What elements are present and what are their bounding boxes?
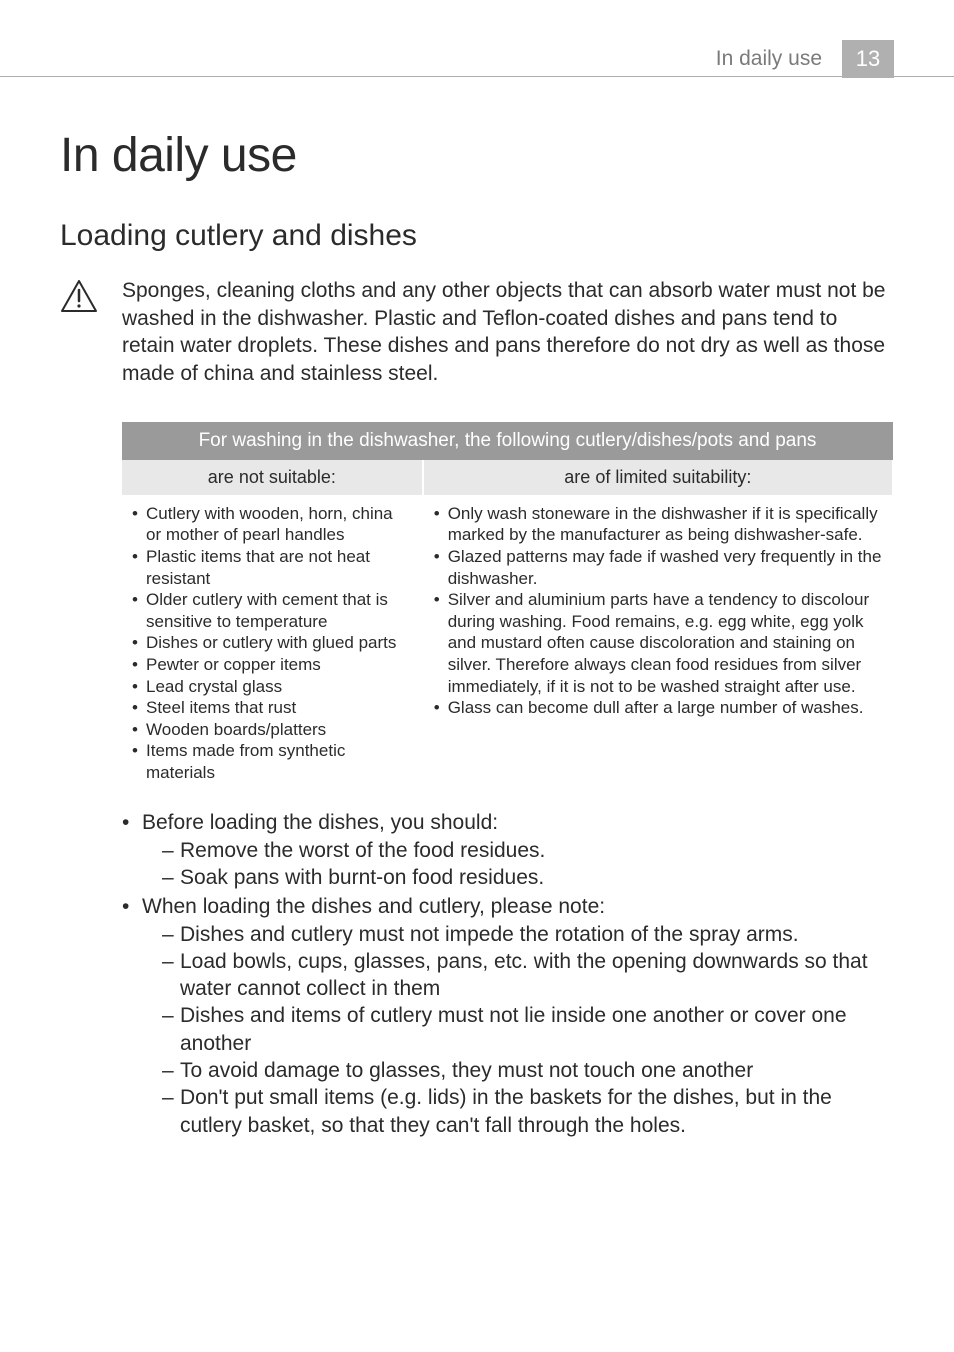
table-col-left-header: are not suitable: [122, 460, 423, 495]
list-item: Cutlery with wooden, horn, china or moth… [132, 503, 412, 546]
list-item: Soak pans with burnt-on food residues. [162, 864, 894, 891]
section-subtitle: Loading cutlery and dishes [60, 219, 894, 253]
list-item: To avoid damage to glasses, they must no… [162, 1057, 894, 1084]
suitability-table: For washing in the dishwasher, the follo… [122, 422, 894, 794]
list-item: Don't put small items (e.g. lids) in the… [162, 1084, 894, 1139]
list-item: Lead crystal glass [132, 676, 412, 698]
list-item: Silver and aluminium parts have a tenden… [434, 589, 882, 697]
list-item: Remove the worst of the food residues. [162, 837, 894, 864]
list-item: Steel items that rust [132, 697, 412, 719]
caution-block: Sponges, cleaning cloths and any other o… [60, 277, 894, 388]
list-item: Glass can become dull after a large numb… [434, 697, 882, 719]
list-item: Pewter or copper items [132, 654, 412, 676]
list-item: Before loading the dishes, you should: R… [122, 809, 894, 891]
table-group-header: For washing in the dishwasher, the follo… [122, 422, 893, 460]
list-item: Glazed patterns may fade if washed very … [434, 546, 882, 589]
table-row: Cutlery with wooden, horn, china or moth… [122, 495, 893, 794]
table-col-right-header: are of limited suitability: [423, 460, 893, 495]
list-item: When loading the dishes and cutlery, ple… [122, 893, 894, 1139]
page-title: In daily use [60, 128, 894, 183]
limited-suitability-list: Only wash stoneware in the dishwasher if… [434, 503, 882, 719]
content: In daily use Loading cutlery and dishes … [60, 28, 894, 1139]
list-item: Wooden boards/platters [132, 719, 412, 741]
list-item: Load bowls, cups, glasses, pans, etc. wi… [162, 948, 894, 1003]
warning-icon [60, 279, 98, 318]
list-item: Dishes and items of cutlery must not lie… [162, 1002, 894, 1057]
list-item: Plastic items that are not heat resistan… [132, 546, 412, 589]
list-item: Dishes and cutlery must not impede the r… [162, 921, 894, 948]
list-item: Older cutlery with cement that is sensit… [132, 589, 412, 632]
list-item: Dishes or cutlery with glued parts [132, 632, 412, 654]
body-list: Before loading the dishes, you should: R… [122, 809, 894, 1139]
list-item-label: Before loading the dishes, you should: [142, 811, 498, 834]
page-header-label: In daily use [716, 47, 822, 71]
page-number: 13 [842, 40, 894, 78]
caution-text: Sponges, cleaning cloths and any other o… [122, 277, 894, 388]
list-item: Only wash stoneware in the dishwasher if… [434, 503, 882, 546]
not-suitable-list: Cutlery with wooden, horn, china or moth… [132, 503, 412, 784]
list-item-label: When loading the dishes and cutlery, ple… [142, 895, 605, 918]
list-item: Items made from synthetic materials [132, 740, 412, 783]
page-header: In daily use 13 [716, 40, 894, 78]
